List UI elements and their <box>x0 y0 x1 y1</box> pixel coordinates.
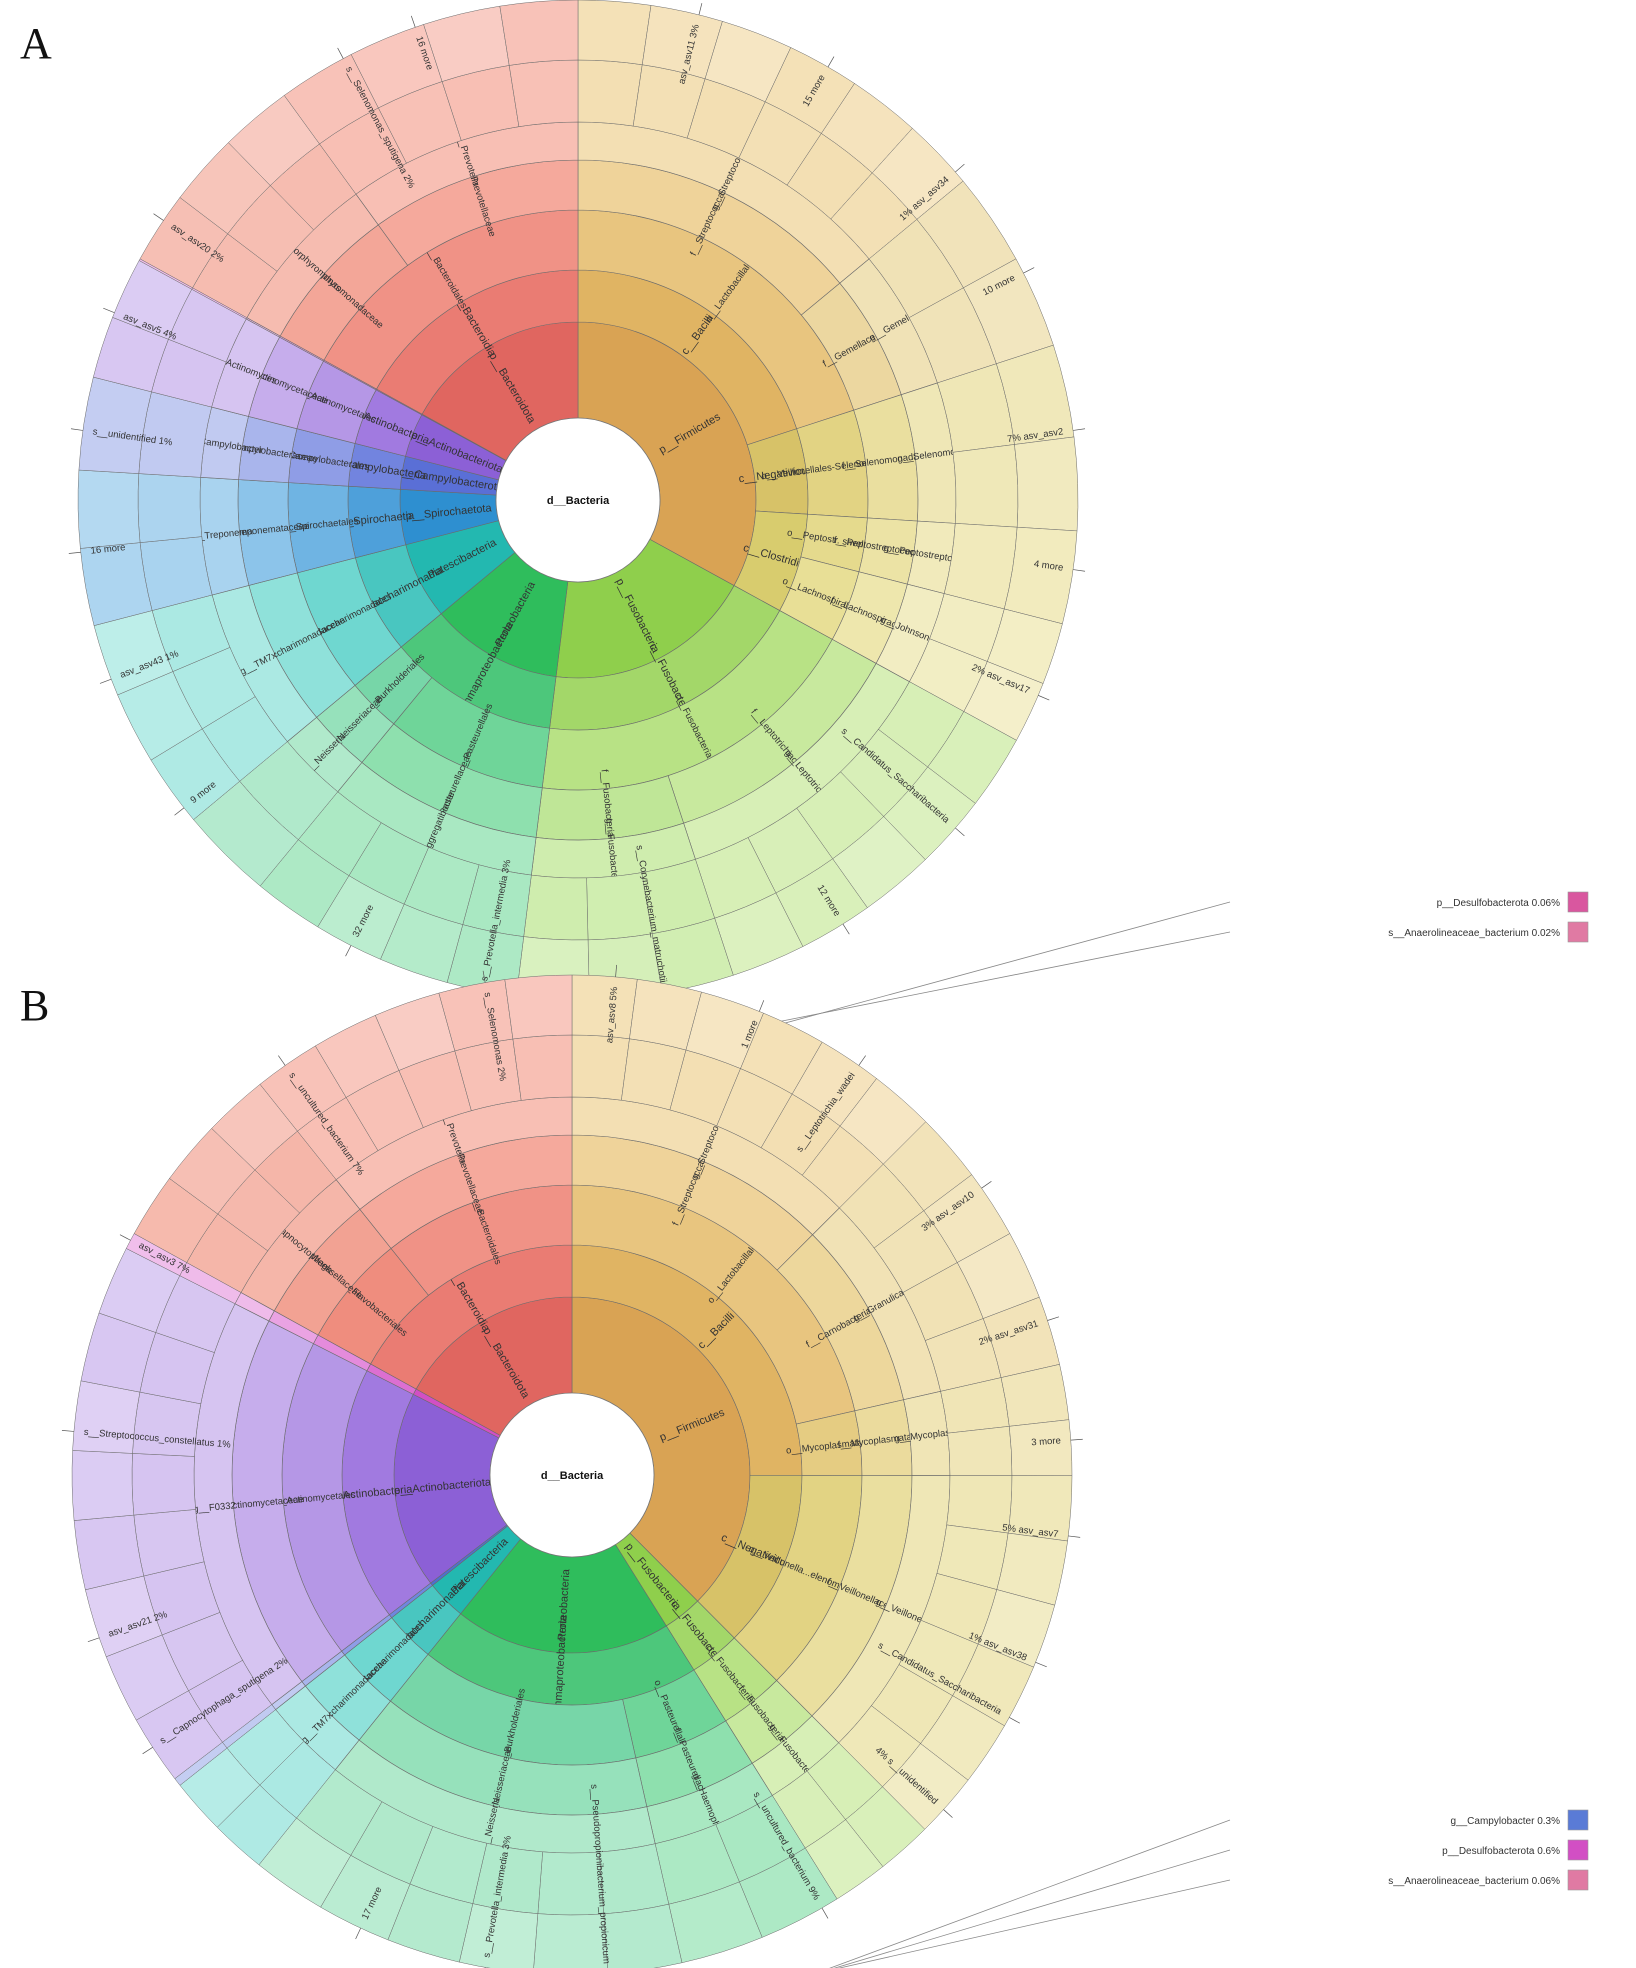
panel-a-letter: A <box>20 19 52 68</box>
asv-wedge[interactable] <box>72 1380 141 1454</box>
label-leader <box>1070 1438 1083 1441</box>
species-wedge[interactable] <box>952 444 1019 528</box>
asv-wedge[interactable] <box>1014 436 1079 532</box>
callout-label: s__Anaerolineaceae_bacterium 0.06% <box>1388 1876 1560 1887</box>
callout-swatch[interactable] <box>1567 921 1589 943</box>
asv-wedge[interactable] <box>577 0 652 65</box>
asv-wedge[interactable] <box>499 0 579 66</box>
outer-label: 16 more <box>90 542 126 557</box>
callout-swatch[interactable] <box>1567 1869 1589 1891</box>
callout-line <box>837 1879 1231 1968</box>
species-wedge[interactable] <box>947 1426 1013 1476</box>
label-leader <box>103 307 115 314</box>
center-label: d__Bacteria <box>547 495 610 507</box>
callout-label: p__Desulfobacterota 0.06% <box>1437 898 1561 909</box>
label-leader <box>70 428 83 431</box>
label-leader <box>1073 569 1086 572</box>
callout-line <box>833 1849 1231 1968</box>
species-wedge[interactable] <box>577 59 643 127</box>
species-wedge[interactable] <box>943 523 1018 610</box>
callout-label: s__Anaerolineaceae_bacterium 0.02% <box>1388 928 1560 939</box>
label-leader <box>1035 1661 1047 1668</box>
species-wedge[interactable] <box>512 1034 573 1101</box>
label-leader <box>174 807 185 816</box>
label-leader <box>827 56 835 68</box>
outer-label: asv_asv8 5% <box>604 986 620 1044</box>
asv-wedge[interactable] <box>533 1913 608 1968</box>
asv-wedge[interactable] <box>73 1514 145 1591</box>
label-leader <box>698 3 703 15</box>
label-leader <box>758 1000 765 1012</box>
center-label: d__Bacteria <box>541 1470 604 1482</box>
label-leader <box>1009 1717 1020 1724</box>
asv-wedge[interactable] <box>71 1450 135 1521</box>
callout-label: p__Desulfobacterota 0.6% <box>1442 1846 1560 1857</box>
label-leader <box>355 1928 362 1940</box>
label-leader <box>119 1234 131 1241</box>
label-leader <box>955 163 965 173</box>
label-leader <box>858 1055 866 1066</box>
label-leader <box>842 923 850 935</box>
callout-line <box>829 1819 1231 1968</box>
label-leader <box>153 213 164 221</box>
callout-swatch[interactable] <box>1567 891 1589 913</box>
wedge-label: Proteobacteria <box>556 1568 572 1641</box>
label-leader <box>142 1747 153 1755</box>
label-leader <box>337 47 344 59</box>
label-leader <box>1047 1316 1060 1321</box>
asv-wedge[interactable] <box>603 1903 683 1968</box>
species-wedge[interactable] <box>137 473 203 543</box>
label-leader <box>61 1430 74 1432</box>
species-wedge[interactable] <box>523 874 589 941</box>
label-leader <box>410 15 416 28</box>
species-wedge[interactable] <box>131 1453 196 1516</box>
label-leader <box>615 964 617 977</box>
label-leader <box>955 827 965 837</box>
wedge-label: g__F0332 <box>193 1500 237 1515</box>
label-leader <box>1073 428 1086 431</box>
label-leader <box>1023 267 1035 274</box>
callout-swatch[interactable] <box>1567 1809 1589 1831</box>
asv-wedge[interactable] <box>77 469 141 549</box>
label-leader <box>345 945 352 957</box>
asv-wedge[interactable] <box>504 974 573 1040</box>
species-wedge[interactable] <box>571 1034 630 1101</box>
label-leader <box>943 1809 953 1818</box>
center-circle[interactable] <box>495 417 661 583</box>
callout-label: g__Campylobacter 0.3% <box>1450 1816 1560 1827</box>
center-circle[interactable] <box>489 1392 655 1558</box>
sunburst-chart-b: p__Firmicutesp__FusobacteriaProteobacter… <box>61 964 1589 1968</box>
sunburst-chart-a: p__Firmicutesp__FusobacteriaProteobacter… <box>68 0 1589 1077</box>
label-leader <box>68 551 81 554</box>
outer-label: 3 more <box>1031 1435 1061 1448</box>
label-leader <box>821 1907 829 1919</box>
outer-label: 4 more <box>1033 559 1064 574</box>
label-leader <box>99 678 112 684</box>
label-leader <box>981 1181 992 1189</box>
species-wedge[interactable] <box>508 59 579 127</box>
label-leader <box>87 1637 100 1643</box>
label-leader <box>482 970 486 983</box>
callout-swatch[interactable] <box>1567 1839 1589 1861</box>
label-leader <box>1038 695 1050 701</box>
panel-b-letter: B <box>20 981 50 1030</box>
label-leader <box>1068 1535 1081 1538</box>
label-leader <box>278 1055 286 1066</box>
